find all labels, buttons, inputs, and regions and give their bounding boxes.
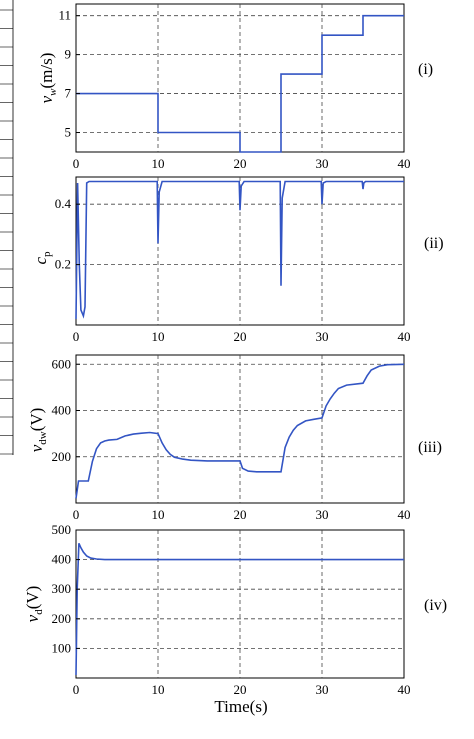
- y-axis-label-iv: vd(V): [23, 586, 45, 623]
- x-ticks-ii: 0 10 20 30 40: [73, 329, 411, 344]
- y-tick-label-iv: 500: [52, 522, 72, 537]
- y-tick-label-iv: 200: [52, 611, 72, 626]
- y-ticks-iii: 200 400 600: [52, 356, 80, 464]
- x-tick-label-i: 0: [73, 156, 80, 171]
- y-tick-label-ii: 0.2: [55, 257, 71, 272]
- x-tick-label-ii: 30: [316, 329, 329, 344]
- x-tick-label-iv: 20: [234, 682, 247, 697]
- y-ticks-i: 5 7 9 11: [58, 8, 80, 140]
- x-tick-label-iii: 10: [152, 507, 165, 522]
- x-tick-label-iii: 20: [234, 507, 247, 522]
- y-tick-label-iii: 200: [52, 449, 72, 464]
- x-tick-label-i: 30: [316, 156, 329, 171]
- y-ticks-iv: 100 200 300 400 500: [52, 522, 80, 655]
- panel-iv: 0 10 20 30 40 100 200 300 400 500 vd(V) (iv) Tim…: [23, 522, 447, 716]
- x-tick-label-iii: 40: [398, 507, 411, 522]
- grid-i: [76, 4, 404, 152]
- x-tick-label-iv: 40: [398, 682, 411, 697]
- series-line-i: [76, 14, 404, 153]
- panel-label-iii: (iii): [418, 439, 442, 456]
- y-axis-label-i: vw(m/s): [37, 53, 59, 104]
- y-axis-label-iii: vdw(V): [27, 408, 49, 453]
- x-tick-label-iv: 0: [73, 682, 80, 697]
- x-axis-label: Time(s): [214, 697, 267, 716]
- grid-iii: [76, 355, 404, 503]
- y-tick-label-i: 7: [65, 86, 72, 101]
- y-tick-label-i: 5: [65, 125, 72, 140]
- panel-label-iv: (iv): [424, 597, 447, 614]
- y-tick-label-i: 9: [65, 47, 72, 62]
- series-line-ii: [75, 180, 404, 320]
- y-tick-label-iv: 400: [52, 552, 72, 567]
- x-tick-label-i: 10: [152, 156, 165, 171]
- partial-table-edge: [0, 0, 14, 455]
- panel-iii: 0 10 20 30 40 200 400 600 vdw(V) (iii): [27, 354, 442, 522]
- y-tick-label-ii: 0.4: [55, 196, 72, 211]
- x-tick-label-iv: 30: [316, 682, 329, 697]
- x-tick-label-i: 20: [234, 156, 247, 171]
- y-tick-label-iv: 300: [52, 581, 72, 596]
- x-tick-label-i: 40: [398, 156, 411, 171]
- x-tick-label-iii: 30: [316, 507, 329, 522]
- panel-ii: 0 10 20 30 40 0.2 0.4 cp (ii): [31, 176, 444, 344]
- x-tick-label-ii: 20: [234, 329, 247, 344]
- panel-label-i: (i): [418, 61, 433, 78]
- panel-label-ii: (ii): [424, 235, 444, 252]
- x-ticks-i: 0 10 20 30 40: [73, 156, 411, 171]
- x-ticks-iv: 0 10 20 30 40: [73, 682, 411, 697]
- y-axis-label-ii: cp: [31, 251, 53, 265]
- y-tick-label-iii: 400: [52, 403, 72, 418]
- panel-i: 0 10 20 30 40 5 7 9 11 vw(m/s) (i): [37, 3, 433, 171]
- x-tick-label-iv: 10: [152, 682, 165, 697]
- grid-iv: [76, 530, 404, 678]
- x-tick-label-ii: 10: [152, 329, 165, 344]
- x-tick-label-iii: 0: [73, 507, 80, 522]
- y-tick-label-iv: 100: [52, 640, 72, 655]
- x-tick-label-ii: 40: [398, 329, 411, 344]
- x-tick-label-ii: 0: [73, 329, 80, 344]
- y-ticks-ii: 0.2 0.4: [55, 196, 80, 272]
- series-line-iii: [75, 363, 405, 499]
- y-tick-label-i: 11: [58, 8, 71, 23]
- y-tick-label-iii: 600: [52, 356, 72, 371]
- series-line-iv: [75, 542, 404, 676]
- x-ticks-iii: 0 10 20 30 40: [73, 507, 411, 522]
